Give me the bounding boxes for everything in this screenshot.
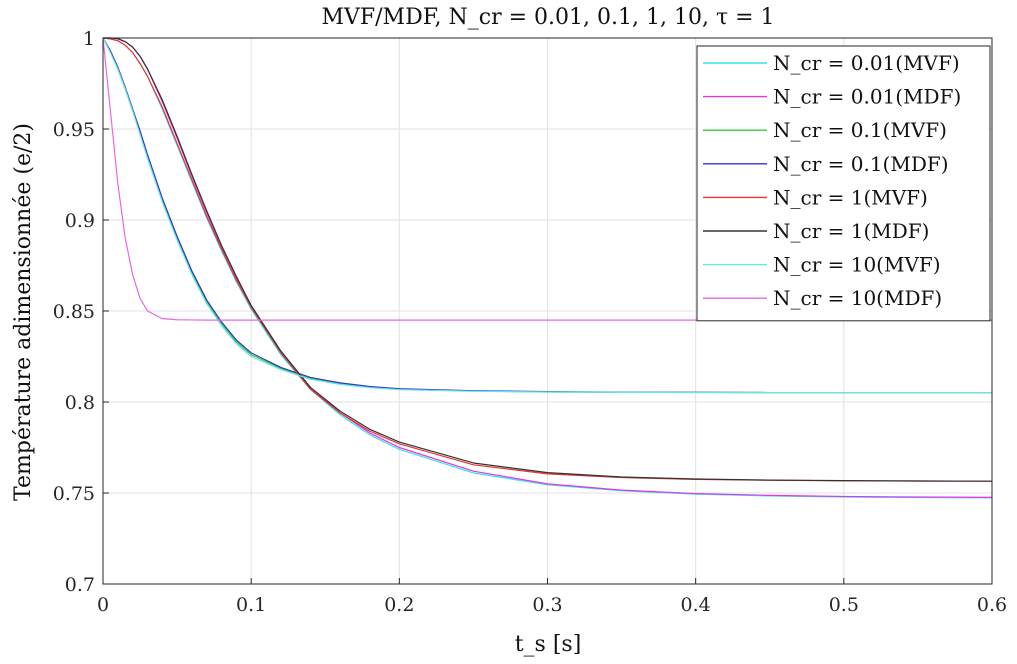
x-tick-label: 0.2	[384, 594, 414, 616]
x-tick-label: 0.1	[236, 594, 266, 616]
legend: N_cr = 0.01(MVF) N_cr = 0.01(MDF) N_cr = 0…	[696, 45, 991, 322]
series-line	[103, 37, 993, 482]
legend-box	[696, 45, 991, 322]
series-lines	[102, 37, 993, 499]
x-tick-label: 0.6	[977, 594, 1007, 616]
legend-entry: N_cr = 0.01(MDF)	[773, 85, 961, 109]
legend-entry: N_cr = 10(MDF)	[773, 286, 942, 310]
y-tick-label: 0.8	[65, 392, 95, 414]
legend-entry: N_cr = 0.1(MVF)	[773, 118, 947, 142]
legend-entry: N_cr = 0.1(MDF)	[773, 152, 949, 176]
y-tick-label: 0.95	[53, 119, 95, 141]
y-tick-label: 0.9	[65, 210, 95, 232]
legend-entry: N_cr = 10(MVF)	[773, 253, 941, 277]
x-tick-label: 0	[97, 594, 109, 616]
x-tick-label: 0.5	[829, 594, 859, 616]
x-axis-label: t_s [s]	[515, 632, 582, 657]
series-line	[102, 37, 992, 394]
legend-entry: N_cr = 0.01(MVF)	[773, 51, 960, 75]
y-axis-label: Température adimensionnée (e/2)	[11, 123, 36, 501]
legend-entry: N_cr = 1(MDF)	[773, 219, 929, 243]
series-line	[102, 37, 992, 321]
x-tick-label: 0.4	[681, 594, 711, 616]
y-tick-label: 0.75	[53, 483, 95, 505]
axis-ticks: 0 0.1 0.2 0.3 0.4 0.5 0.6 0.7 0.75 0.8 0.85 0.9 0.95…	[53, 28, 1007, 616]
legend-entry: N_cr = 1(MVF)	[773, 185, 928, 209]
x-tick-label: 0.3	[532, 594, 562, 616]
y-tick-label: 1	[83, 28, 95, 50]
y-tick-label: 0.7	[65, 574, 95, 596]
chart-title: MVF/MDF, N_cr = 0.01, 0.1, 1, 10, τ = 1	[321, 5, 774, 30]
y-tick-label: 0.85	[53, 301, 95, 323]
